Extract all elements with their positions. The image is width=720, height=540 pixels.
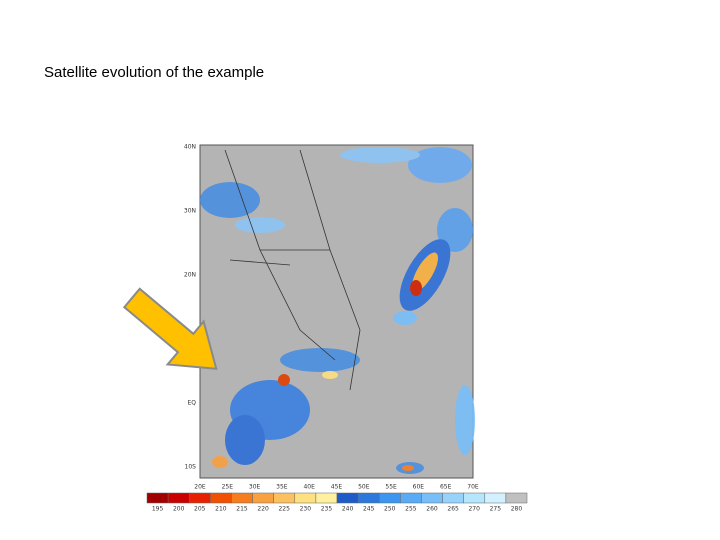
colorbar-label: 235 (321, 506, 333, 513)
colorbar-box (463, 492, 486, 504)
lat-label: 20N (184, 272, 196, 279)
lat-label: 40N (184, 144, 196, 151)
colorbar-label: 215 (236, 506, 248, 513)
lon-label: 20E (194, 484, 206, 491)
lon-label: 70E (467, 484, 479, 491)
colorbar-label: 275 (490, 506, 502, 513)
colorbar-box (378, 492, 401, 504)
lon-label: 50E (358, 484, 370, 491)
colorbar-box (315, 492, 338, 504)
lon-label: 30E (249, 484, 261, 491)
colorbar-box (336, 492, 359, 504)
cloud-areas (200, 147, 475, 474)
colorbar-box (294, 492, 317, 504)
lon-label: 65E (440, 484, 452, 491)
lon-label: 35E (276, 484, 288, 491)
slide-title: Satellite evolution of the example (44, 64, 265, 81)
lat-label: EQ (187, 400, 196, 407)
colorbar: 195 200 205 210 215 220 225 230 235 240 245 250 255 2… (146, 492, 528, 513)
colorbar-label: 255 (405, 506, 417, 513)
colorbar-label: 265 (447, 506, 459, 513)
lat-labels: 40N30N20N10NEQ10S (184, 144, 196, 471)
colorbar-box (484, 492, 507, 504)
colorbar-box (442, 492, 464, 504)
lat-label: 10S (185, 464, 197, 471)
colorbar-label: 240 (342, 506, 354, 513)
pointer-arrow (122, 287, 218, 370)
colorbar-box (188, 492, 211, 504)
lon-labels: 20E 25E 30E 35E 40E 45E 50E 55E 60E 65E 70E (194, 484, 479, 491)
colorbar-label: 245 (363, 506, 375, 513)
lon-label: 45E (331, 484, 343, 491)
colorbar-box (505, 492, 528, 504)
colorbar-box (210, 492, 232, 504)
lon-label: 60E (413, 484, 425, 491)
lat-label: 30N (184, 208, 196, 215)
lon-label: 25E (222, 484, 234, 491)
colorbar-box (400, 492, 422, 504)
colorbar-label: 280 (511, 506, 523, 513)
colorbar-label: 260 (426, 506, 438, 513)
map-borders (224, 149, 361, 391)
colorbar-label: 195 (152, 506, 164, 513)
colorbar-label: 210 (215, 506, 227, 513)
colorbar-label: 200 (173, 506, 185, 513)
colorbar-label: 250 (384, 506, 396, 513)
colorbar-box (146, 492, 169, 504)
colorbar-label: 230 (300, 506, 312, 513)
colorbar-box (167, 492, 190, 504)
colorbar-box (421, 492, 443, 504)
colorbar-label: 220 (257, 506, 269, 513)
colorbar-box (252, 492, 274, 504)
lon-label: 55E (385, 484, 397, 491)
colorbar-box (273, 492, 296, 504)
colorbar-box (357, 492, 380, 504)
lon-label: 40E (303, 484, 315, 491)
colorbar-box (231, 492, 253, 504)
colorbar-label: 205 (194, 506, 206, 513)
colorbar-label: 270 (468, 506, 480, 513)
colorbar-label: 225 (278, 506, 290, 513)
